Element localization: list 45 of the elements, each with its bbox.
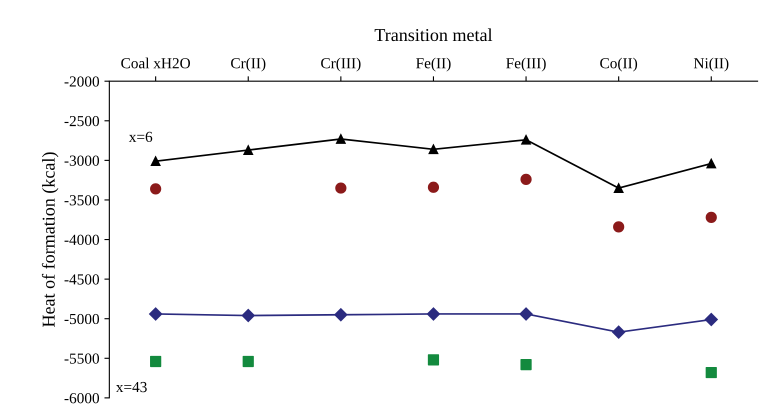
- y-tick-label: -4000: [64, 234, 100, 245]
- y-tick-label: -6000: [64, 393, 100, 404]
- point: [150, 156, 161, 166]
- point: [520, 359, 532, 370]
- point: [428, 144, 438, 154]
- y-tick-label: -2000: [64, 76, 100, 87]
- x-tick-label: Fe(II): [416, 58, 451, 72]
- y-tick-label: -5000: [64, 314, 100, 324]
- point: [336, 134, 346, 144]
- annotation: x=6: [128, 132, 152, 142]
- y-tick-label: -3000: [64, 156, 100, 166]
- point: [334, 308, 348, 322]
- point: [706, 212, 717, 223]
- y-tick-label: -2500: [64, 116, 100, 126]
- y-axis-title: Heat of formation (kcal): [42, 152, 58, 327]
- y-tick-label: -5500: [64, 353, 100, 364]
- x-tick-label: Ni(II): [694, 58, 728, 72]
- point: [521, 134, 531, 145]
- point: [614, 183, 624, 193]
- annotation: x=43: [116, 382, 147, 392]
- point: [612, 326, 626, 339]
- x-axis-title: Transition metal: [374, 28, 492, 42]
- x-tick-label: Cr(III): [321, 58, 361, 72]
- point: [242, 308, 255, 322]
- point: [149, 307, 162, 321]
- y-tick-label: -4500: [64, 274, 100, 285]
- point: [428, 354, 440, 366]
- x-tick-label: Coal xH2O: [121, 58, 190, 68]
- x-tick-label: Co(II): [600, 58, 638, 72]
- point: [613, 221, 624, 232]
- point: [426, 307, 440, 321]
- point: [150, 183, 162, 194]
- point: [706, 366, 717, 378]
- point: [335, 182, 346, 194]
- point: [520, 174, 532, 185]
- point: [706, 158, 716, 168]
- point: [243, 145, 254, 155]
- x-tick-label: Fe(III): [506, 58, 546, 72]
- point: [519, 307, 533, 321]
- point: [428, 182, 440, 193]
- point: [704, 312, 718, 326]
- point: [242, 356, 254, 368]
- y-tick-label: -3500: [64, 195, 100, 206]
- point: [150, 356, 162, 368]
- x-tick-label: Cr(II): [231, 58, 266, 72]
